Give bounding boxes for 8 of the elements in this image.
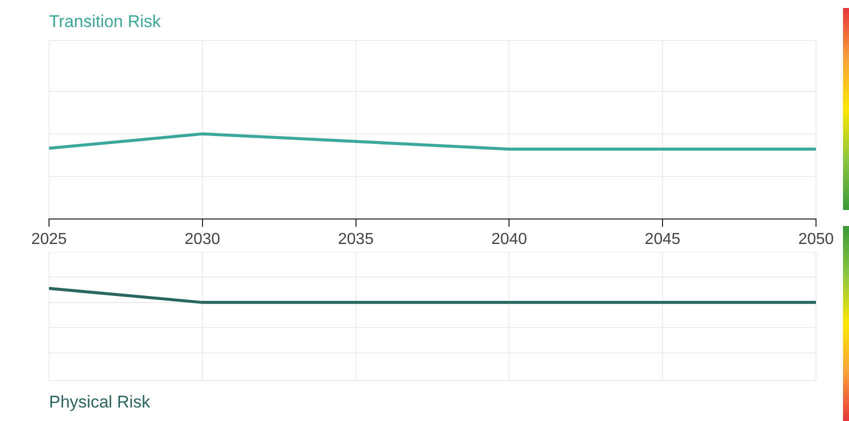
x-tick-label: 2045	[644, 230, 680, 248]
x-tick-label: 2040	[491, 230, 528, 248]
text: Physical Risk	[49, 392, 151, 412]
x-tick-label: 2025	[31, 230, 67, 248]
x-tick-label: 2050	[798, 230, 834, 248]
chart-title: Transition Risk	[49, 12, 162, 31]
x-tick-label: 2030	[184, 230, 220, 248]
x-tick-label: 2035	[338, 230, 374, 248]
